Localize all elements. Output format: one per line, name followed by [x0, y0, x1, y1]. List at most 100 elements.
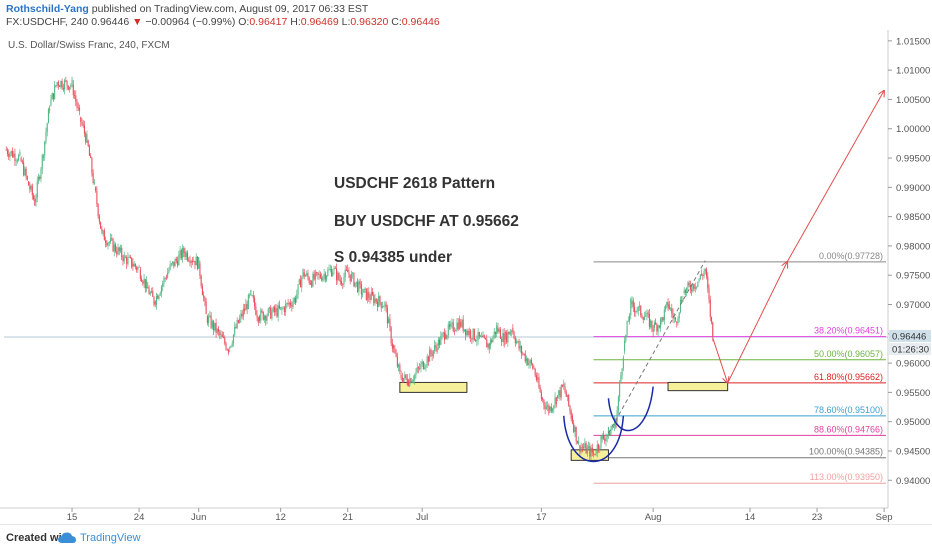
candle-body — [640, 305, 642, 316]
candle-body — [386, 307, 388, 324]
candle-body — [590, 447, 592, 457]
candle-body — [643, 316, 646, 320]
support-box — [667, 381, 729, 392]
candle-body — [263, 315, 266, 320]
candle-body — [506, 332, 508, 343]
candle-body — [519, 346, 521, 349]
candle-body — [56, 82, 58, 86]
y-tick-label: 1.01500 — [896, 36, 930, 47]
candle-body — [393, 345, 395, 349]
tradingview-brand[interactable]: TradingView — [80, 532, 141, 544]
chart-area[interactable]: U.S. Dollar/Swiss Franc, 240, FXCM 1.0150… — [0, 30, 932, 523]
fib-level-label: 50.00%(0.96057) — [814, 349, 883, 359]
candle-body — [291, 305, 293, 307]
candle-body — [565, 391, 567, 397]
candle-body — [466, 330, 468, 336]
candle-body — [210, 315, 212, 328]
candle-body — [244, 308, 246, 311]
candle-body — [282, 307, 284, 309]
candle-body — [493, 331, 495, 337]
candle-body — [638, 305, 641, 307]
fib-level-label: 61.80%(0.95662) — [814, 372, 883, 382]
candle-body — [76, 101, 78, 108]
author-link[interactable]: Rothschild-Yang — [6, 3, 89, 15]
candle-body — [148, 288, 150, 295]
candle-body — [250, 290, 252, 295]
candle-body — [676, 322, 678, 324]
candle-body — [451, 322, 453, 324]
symbol-label: FX:USDCHF, 240 — [6, 16, 89, 28]
candle-body — [367, 291, 369, 300]
candle-body — [334, 268, 336, 270]
candle-body — [545, 406, 547, 410]
candle-body — [599, 447, 601, 449]
candle-body — [435, 345, 437, 348]
cup-curve-small — [607, 386, 654, 432]
current-price-tag-label: 0.96446 — [892, 331, 926, 342]
candle-body — [481, 335, 483, 338]
candle-body — [564, 386, 566, 392]
candle-body — [556, 395, 559, 399]
projection-arrow — [712, 337, 728, 383]
candle-body — [25, 168, 27, 177]
candle-body — [650, 320, 652, 327]
candle-body — [661, 317, 663, 323]
candle-body — [288, 302, 290, 305]
candle-body — [93, 182, 95, 183]
candle-body — [462, 319, 464, 331]
candle-body — [629, 315, 631, 322]
candle-body — [688, 282, 690, 286]
candle-body — [154, 301, 156, 305]
candle-body — [463, 329, 465, 331]
candle-body — [237, 319, 239, 323]
candle-body — [290, 302, 292, 306]
candle-body — [371, 291, 374, 295]
candle-body — [501, 338, 503, 342]
chart-annotation: USDCHF 2618 Pattern — [334, 175, 495, 192]
candle-body — [278, 305, 280, 309]
candle-body — [229, 347, 231, 349]
candle-body — [55, 85, 57, 87]
candle-body — [666, 301, 668, 306]
candle-body — [14, 153, 16, 161]
ohlc-line: FX:USDCHF, 240 0.96446 ▼ −0.00964 (−0.99… — [6, 16, 440, 28]
candle-body — [576, 440, 578, 444]
y-tick-label: 0.94000 — [896, 476, 930, 487]
candle-body — [287, 303, 289, 305]
candle-body — [396, 356, 398, 367]
candle-body — [682, 298, 684, 302]
y-tick-label: 0.99500 — [896, 154, 930, 165]
candle-body — [331, 269, 333, 277]
candle-body — [588, 446, 590, 448]
candle-body — [349, 274, 351, 282]
candle-body — [352, 273, 354, 274]
price-chart[interactable]: U.S. Dollar/Swiss Franc, 240, FXCM 1.0150… — [0, 30, 932, 523]
candle-body — [652, 328, 654, 332]
candle-body — [81, 121, 83, 125]
candle-body — [636, 311, 638, 312]
candle-body — [486, 339, 488, 348]
candle-body — [520, 346, 523, 354]
candle-body — [240, 313, 242, 319]
candle-body — [224, 337, 226, 344]
candle-body — [16, 160, 18, 162]
candle-body — [122, 257, 124, 262]
candle-body — [36, 181, 38, 198]
candle-body — [295, 298, 297, 303]
candle-body — [543, 399, 545, 405]
candle-body — [511, 330, 513, 332]
candle-body — [214, 322, 216, 331]
open-value: 0.96417 — [249, 16, 288, 28]
candle-body — [158, 295, 160, 299]
candle-body — [694, 287, 696, 289]
candle-body — [91, 157, 93, 174]
candle-body — [569, 405, 571, 412]
candle-body — [498, 329, 500, 332]
candle-body — [492, 336, 494, 343]
candle-body — [571, 415, 573, 424]
x-tick-label: 14 — [745, 512, 756, 522]
candle-body — [407, 380, 410, 386]
candle-body — [646, 312, 648, 317]
candle-body — [23, 162, 25, 176]
candle-body — [126, 257, 128, 265]
